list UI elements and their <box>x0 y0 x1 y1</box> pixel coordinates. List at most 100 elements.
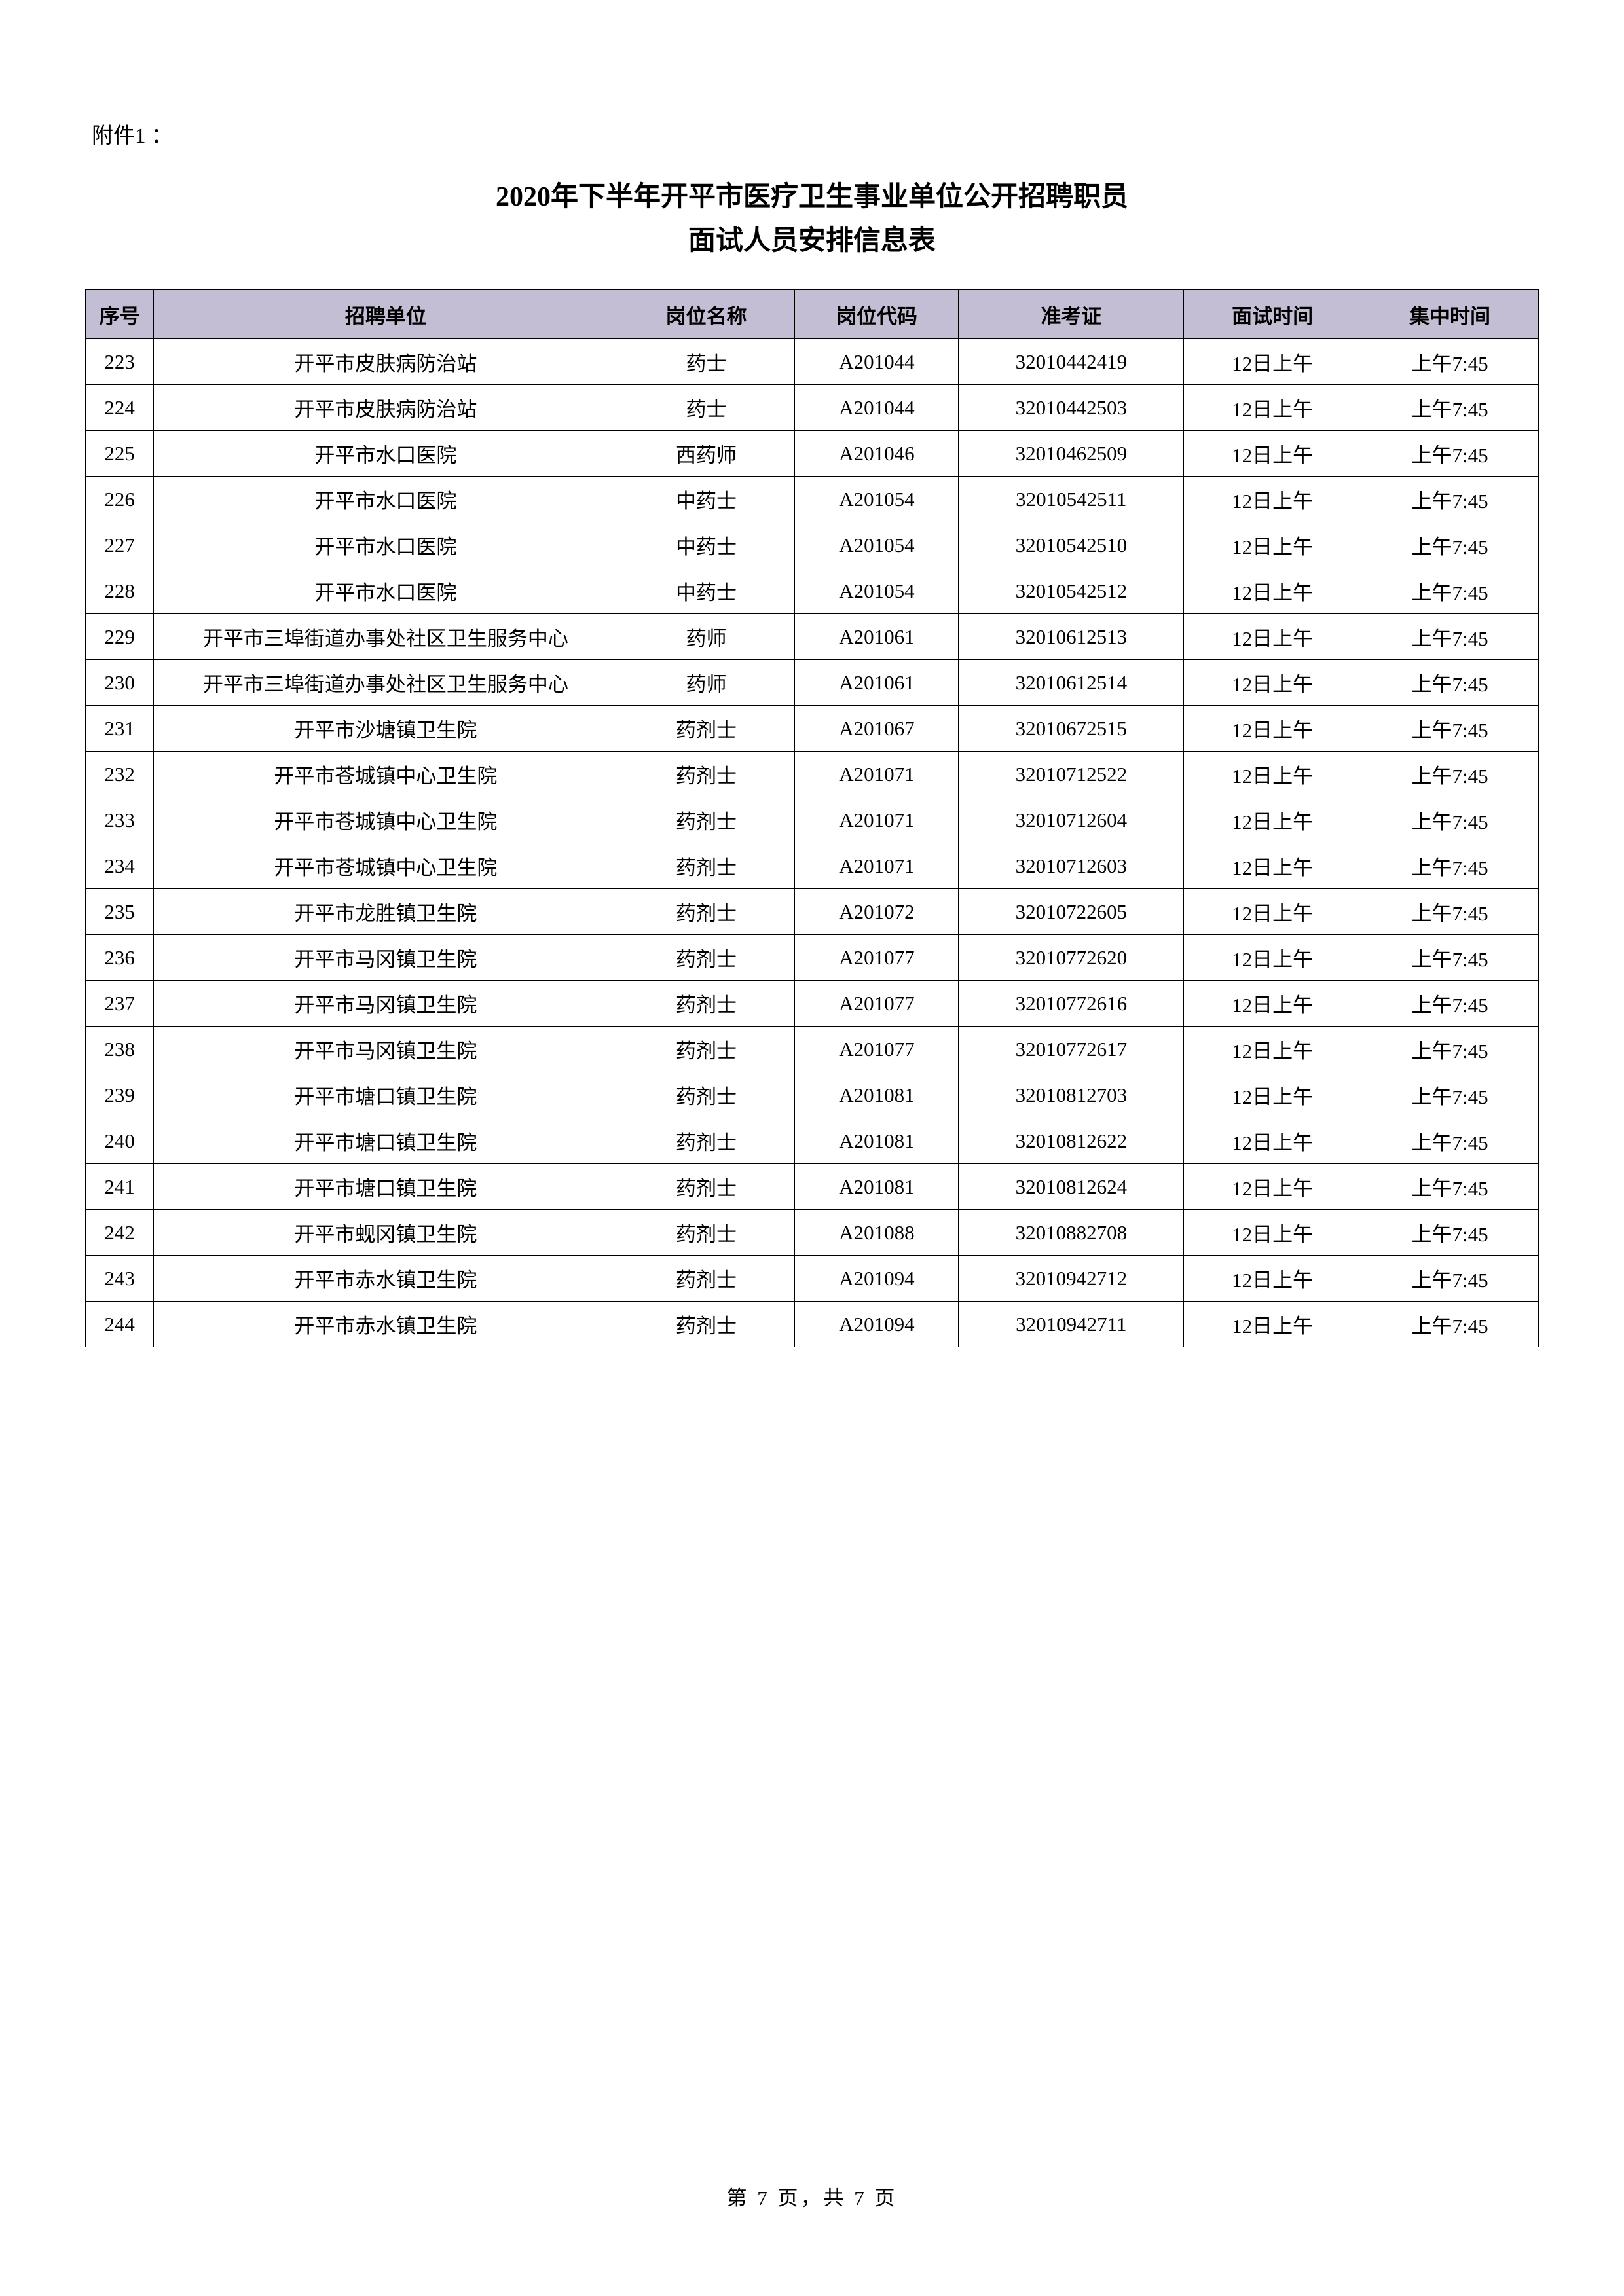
cell-adm: 32010812622 <box>959 1118 1184 1164</box>
table-row: 242开平市蚬冈镇卫生院药剂士A2010883201088270812日上午上午… <box>86 1210 1539 1256</box>
cell-unit: 开平市沙塘镇卫生院 <box>154 706 618 752</box>
cell-seq: 236 <box>86 935 154 981</box>
cell-itime: 12日上午 <box>1184 660 1361 706</box>
cell-job: 药士 <box>618 339 795 385</box>
cell-code: A201054 <box>795 522 959 568</box>
table-row: 233开平市苍城镇中心卫生院药剂士A2010713201071260412日上午… <box>86 797 1539 843</box>
table-row: 236开平市马冈镇卫生院药剂士A2010773201077262012日上午上午… <box>86 935 1539 981</box>
cell-ctime: 上午7:45 <box>1361 1210 1539 1256</box>
cell-job: 西药师 <box>618 431 795 477</box>
cell-ctime: 上午7:45 <box>1361 385 1539 431</box>
cell-seq: 225 <box>86 431 154 477</box>
cell-adm: 32010942712 <box>959 1256 1184 1302</box>
cell-adm: 32010712604 <box>959 797 1184 843</box>
cell-unit: 开平市水口医院 <box>154 431 618 477</box>
table-row: 226开平市水口医院中药士A2010543201054251112日上午上午7:… <box>86 477 1539 522</box>
cell-unit: 开平市三埠街道办事处社区卫生服务中心 <box>154 614 618 660</box>
cell-job: 药剂士 <box>618 935 795 981</box>
cell-ctime: 上午7:45 <box>1361 522 1539 568</box>
cell-itime: 12日上午 <box>1184 1027 1361 1072</box>
cell-ctime: 上午7:45 <box>1361 431 1539 477</box>
cell-seq: 240 <box>86 1118 154 1164</box>
cell-ctime: 上午7:45 <box>1361 752 1539 797</box>
cell-adm: 32010772616 <box>959 981 1184 1027</box>
schedule-table: 序号 招聘单位 岗位名称 岗位代码 准考证 面试时间 集中时间 223开平市皮肤… <box>85 289 1539 1347</box>
cell-job: 药剂士 <box>618 706 795 752</box>
cell-code: A201081 <box>795 1164 959 1210</box>
table-row: 224开平市皮肤病防治站药士A2010443201044250312日上午上午7… <box>86 385 1539 431</box>
cell-itime: 12日上午 <box>1184 1118 1361 1164</box>
cell-code: A201081 <box>795 1118 959 1164</box>
cell-code: A201077 <box>795 935 959 981</box>
cell-itime: 12日上午 <box>1184 477 1361 522</box>
cell-seq: 234 <box>86 843 154 889</box>
cell-seq: 241 <box>86 1164 154 1210</box>
cell-itime: 12日上午 <box>1184 797 1361 843</box>
page-footer: 第 7 页，共 7 页 <box>85 2181 1539 2211</box>
cell-unit: 开平市水口医院 <box>154 522 618 568</box>
col-header-seq: 序号 <box>86 290 154 339</box>
cell-job: 中药士 <box>618 477 795 522</box>
cell-adm: 32010462509 <box>959 431 1184 477</box>
cell-ctime: 上午7:45 <box>1361 660 1539 706</box>
cell-adm: 32010542510 <box>959 522 1184 568</box>
cell-ctime: 上午7:45 <box>1361 1164 1539 1210</box>
cell-unit: 开平市皮肤病防治站 <box>154 339 618 385</box>
title-line-1: 2020年下半年开平市医疗卫生事业单位公开招聘职员 <box>85 175 1539 219</box>
cell-job: 药士 <box>618 385 795 431</box>
cell-adm: 32010722605 <box>959 889 1184 935</box>
cell-job: 药师 <box>618 614 795 660</box>
cell-code: A201071 <box>795 752 959 797</box>
cell-seq: 235 <box>86 889 154 935</box>
cell-unit: 开平市塘口镇卫生院 <box>154 1164 618 1210</box>
cell-ctime: 上午7:45 <box>1361 614 1539 660</box>
cell-adm: 32010442503 <box>959 385 1184 431</box>
cell-seq: 242 <box>86 1210 154 1256</box>
document-page: 附件1 ： 2020年下半年开平市医疗卫生事业单位公开招聘职员 面试人员安排信息… <box>0 0 1624 2296</box>
cell-itime: 12日上午 <box>1184 614 1361 660</box>
cell-unit: 开平市蚬冈镇卫生院 <box>154 1210 618 1256</box>
cell-ctime: 上午7:45 <box>1361 477 1539 522</box>
cell-unit: 开平市马冈镇卫生院 <box>154 1027 618 1072</box>
cell-itime: 12日上午 <box>1184 1072 1361 1118</box>
cell-ctime: 上午7:45 <box>1361 568 1539 614</box>
cell-seq: 237 <box>86 981 154 1027</box>
cell-code: A201077 <box>795 1027 959 1072</box>
cell-job: 中药士 <box>618 522 795 568</box>
cell-adm: 32010612514 <box>959 660 1184 706</box>
cell-unit: 开平市马冈镇卫生院 <box>154 935 618 981</box>
cell-itime: 12日上午 <box>1184 522 1361 568</box>
table-row: 235开平市龙胜镇卫生院药剂士A2010723201072260512日上午上午… <box>86 889 1539 935</box>
cell-seq: 243 <box>86 1256 154 1302</box>
cell-ctime: 上午7:45 <box>1361 935 1539 981</box>
cell-job: 药剂士 <box>618 797 795 843</box>
cell-seq: 226 <box>86 477 154 522</box>
cell-unit: 开平市苍城镇中心卫生院 <box>154 752 618 797</box>
cell-ctime: 上午7:45 <box>1361 981 1539 1027</box>
cell-seq: 224 <box>86 385 154 431</box>
cell-adm: 32010942711 <box>959 1302 1184 1347</box>
table-row: 243开平市赤水镇卫生院药剂士A2010943201094271212日上午上午… <box>86 1256 1539 1302</box>
cell-itime: 12日上午 <box>1184 752 1361 797</box>
table-row: 227开平市水口医院中药士A2010543201054251012日上午上午7:… <box>86 522 1539 568</box>
cell-unit: 开平市三埠街道办事处社区卫生服务中心 <box>154 660 618 706</box>
table-row: 223开平市皮肤病防治站药士A2010443201044241912日上午上午7… <box>86 339 1539 385</box>
table-row: 240开平市塘口镇卫生院药剂士A2010813201081262212日上午上午… <box>86 1118 1539 1164</box>
cell-code: A201054 <box>795 568 959 614</box>
cell-job: 药剂士 <box>618 752 795 797</box>
cell-seq: 223 <box>86 339 154 385</box>
cell-code: A201046 <box>795 431 959 477</box>
cell-code: A201067 <box>795 706 959 752</box>
cell-itime: 12日上午 <box>1184 1164 1361 1210</box>
cell-adm: 32010442419 <box>959 339 1184 385</box>
cell-ctime: 上午7:45 <box>1361 1072 1539 1118</box>
cell-ctime: 上午7:45 <box>1361 889 1539 935</box>
cell-job: 中药士 <box>618 568 795 614</box>
cell-adm: 32010772620 <box>959 935 1184 981</box>
cell-job: 药师 <box>618 660 795 706</box>
cell-job: 药剂士 <box>618 843 795 889</box>
cell-ctime: 上午7:45 <box>1361 706 1539 752</box>
cell-ctime: 上午7:45 <box>1361 797 1539 843</box>
cell-code: A201061 <box>795 660 959 706</box>
cell-itime: 12日上午 <box>1184 981 1361 1027</box>
